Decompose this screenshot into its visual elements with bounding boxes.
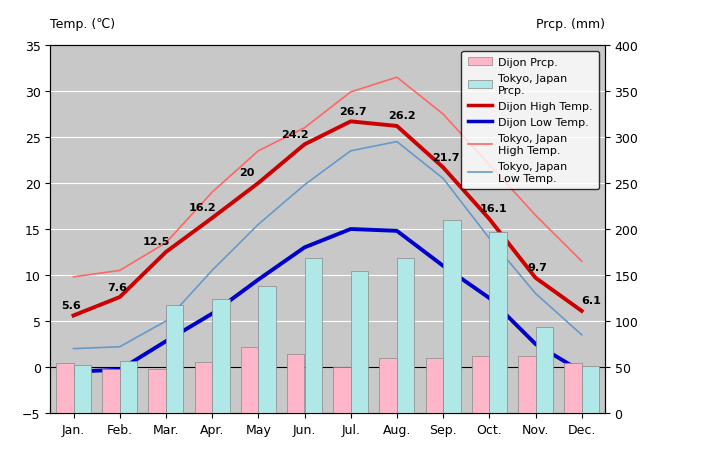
Line: Dijon High Temp.: Dijon High Temp. bbox=[73, 122, 582, 316]
Tokyo, Japan
High Temp. bbox=[300, 126, 309, 131]
Bar bbox=[426, 358, 443, 413]
Tokyo, Japan
Low Temp. bbox=[438, 176, 447, 182]
Dijon High Temp. bbox=[392, 124, 401, 129]
Tokyo, Japan
High Temp. bbox=[115, 268, 124, 274]
Bar bbox=[148, 369, 166, 413]
Line: Tokyo, Japan
High Temp.: Tokyo, Japan High Temp. bbox=[73, 78, 582, 277]
Text: 26.7: 26.7 bbox=[339, 106, 366, 117]
Text: Temp. (℃): Temp. (℃) bbox=[50, 18, 115, 31]
Tokyo, Japan
High Temp. bbox=[438, 112, 447, 118]
Bar bbox=[166, 306, 184, 413]
Text: 9.7: 9.7 bbox=[528, 263, 548, 273]
Text: 16.1: 16.1 bbox=[480, 204, 508, 214]
Bar bbox=[194, 363, 212, 413]
Tokyo, Japan
High Temp. bbox=[161, 241, 170, 246]
Dijon Low Temp. bbox=[577, 369, 586, 375]
Dijon Low Temp. bbox=[346, 227, 355, 232]
Tokyo, Japan
Low Temp. bbox=[208, 268, 217, 274]
Dijon Low Temp. bbox=[485, 296, 494, 301]
Bar bbox=[443, 220, 461, 413]
Bar bbox=[287, 354, 305, 413]
Dijon High Temp. bbox=[485, 217, 494, 222]
Bar bbox=[518, 356, 536, 413]
Bar bbox=[120, 362, 138, 413]
Tokyo, Japan
Low Temp. bbox=[300, 183, 309, 188]
Bar bbox=[240, 347, 258, 413]
Dijon High Temp. bbox=[161, 250, 170, 255]
Bar bbox=[73, 365, 91, 413]
Text: 7.6: 7.6 bbox=[107, 282, 127, 292]
Bar bbox=[564, 364, 582, 413]
Dijon Low Temp. bbox=[300, 245, 309, 251]
Bar bbox=[351, 272, 368, 413]
Text: Prcp. (mm): Prcp. (mm) bbox=[536, 18, 605, 31]
Tokyo, Japan
Low Temp. bbox=[577, 332, 586, 338]
Dijon High Temp. bbox=[438, 165, 447, 171]
Tokyo, Japan
Low Temp. bbox=[531, 291, 540, 297]
Dijon Low Temp. bbox=[392, 229, 401, 234]
Dijon High Temp. bbox=[577, 308, 586, 314]
Dijon Low Temp. bbox=[69, 369, 78, 375]
Bar bbox=[536, 328, 553, 413]
Text: 5.6: 5.6 bbox=[61, 300, 81, 310]
Bar bbox=[258, 286, 276, 413]
Bar bbox=[472, 356, 490, 413]
Dijon Low Temp. bbox=[531, 341, 540, 347]
Dijon Low Temp. bbox=[208, 311, 217, 317]
Text: 26.2: 26.2 bbox=[387, 111, 415, 121]
Tokyo, Japan
High Temp. bbox=[577, 259, 586, 264]
Tokyo, Japan
High Temp. bbox=[254, 149, 263, 154]
Line: Tokyo, Japan
Low Temp.: Tokyo, Japan Low Temp. bbox=[73, 142, 582, 349]
Bar bbox=[397, 259, 415, 413]
Dijon High Temp. bbox=[69, 313, 78, 319]
Tokyo, Japan
High Temp. bbox=[485, 162, 494, 168]
Dijon Low Temp. bbox=[438, 263, 447, 269]
Dijon High Temp. bbox=[346, 119, 355, 125]
Text: 24.2: 24.2 bbox=[282, 129, 309, 140]
Tokyo, Japan
Low Temp. bbox=[161, 319, 170, 324]
Tokyo, Japan
High Temp. bbox=[69, 274, 78, 280]
Text: 12.5: 12.5 bbox=[143, 237, 171, 247]
Text: 20: 20 bbox=[239, 168, 254, 178]
Tokyo, Japan
High Temp. bbox=[392, 75, 401, 81]
Bar bbox=[305, 259, 322, 413]
Tokyo, Japan
Low Temp. bbox=[392, 140, 401, 145]
Dijon High Temp. bbox=[208, 216, 217, 221]
Bar bbox=[490, 232, 507, 413]
Text: 21.7: 21.7 bbox=[432, 152, 459, 162]
Legend: Dijon Prcp., Tokyo, Japan
Prcp., Dijon High Temp., Dijon Low Temp., Tokyo, Japan: Dijon Prcp., Tokyo, Japan Prcp., Dijon H… bbox=[462, 51, 599, 190]
Dijon Low Temp. bbox=[115, 367, 124, 373]
Tokyo, Japan
High Temp. bbox=[346, 90, 355, 95]
Line: Dijon Low Temp.: Dijon Low Temp. bbox=[73, 230, 582, 372]
Dijon Low Temp. bbox=[254, 277, 263, 283]
Tokyo, Japan
High Temp. bbox=[208, 190, 217, 196]
Dijon High Temp. bbox=[300, 142, 309, 148]
Bar bbox=[56, 364, 73, 413]
Tokyo, Japan
Low Temp. bbox=[69, 346, 78, 352]
Dijon High Temp. bbox=[115, 295, 124, 300]
Tokyo, Japan
Low Temp. bbox=[115, 344, 124, 350]
Tokyo, Japan
Low Temp. bbox=[485, 236, 494, 241]
Text: 6.1: 6.1 bbox=[581, 296, 601, 306]
Text: 16.2: 16.2 bbox=[189, 203, 217, 213]
Dijon High Temp. bbox=[531, 275, 540, 281]
Bar bbox=[582, 366, 599, 413]
Dijon Low Temp. bbox=[161, 339, 170, 344]
Bar bbox=[333, 367, 351, 413]
Dijon High Temp. bbox=[254, 181, 263, 186]
Tokyo, Japan
High Temp. bbox=[531, 213, 540, 218]
Bar bbox=[379, 358, 397, 413]
Bar bbox=[102, 369, 120, 413]
Bar bbox=[212, 299, 230, 413]
Tokyo, Japan
Low Temp. bbox=[254, 222, 263, 228]
Tokyo, Japan
Low Temp. bbox=[346, 149, 355, 154]
